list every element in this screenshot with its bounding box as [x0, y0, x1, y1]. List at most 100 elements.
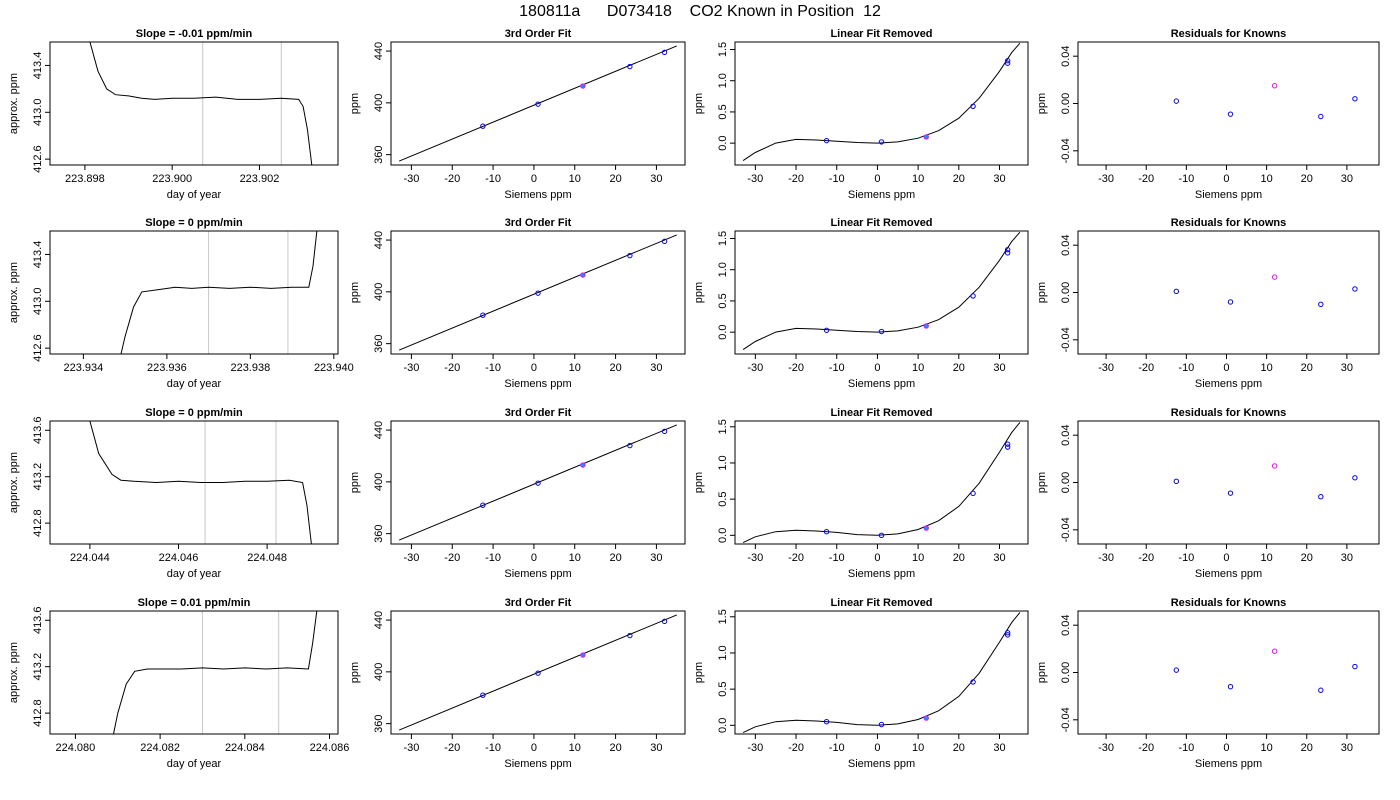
plot-frame	[1077, 41, 1380, 166]
data-point	[923, 715, 929, 721]
y-axis-label: ppm	[1036, 472, 1048, 493]
y-axis-label: ppm	[349, 662, 361, 683]
x-tick-label: -20	[1138, 552, 1154, 564]
x-tick-label: 20	[609, 742, 621, 754]
data-point	[1318, 113, 1324, 120]
y-tick-label: 413.4	[32, 241, 44, 269]
panel-title: Slope = -0.01 ppm/min	[136, 28, 253, 40]
x-tick-label: 0	[531, 552, 537, 564]
x-tick-label: 224.086	[310, 742, 350, 754]
x-tick-label: 10	[569, 742, 581, 754]
panel-title: Slope = 0 ppm/min	[145, 217, 243, 229]
y-tick-label: 1.5	[717, 609, 729, 624]
fit-curve	[742, 231, 1021, 351]
fit-curve	[399, 45, 677, 162]
x-tick-label: -10	[1178, 173, 1194, 185]
plot-frame	[390, 230, 686, 355]
panel-r1c2: 3rd Order Fit -30 -20 -10 0 10 20 30 360 400 440 Si…	[349, 28, 686, 201]
x-tick-label: 10	[569, 173, 581, 185]
data-point	[661, 618, 668, 625]
y-tick-label: 412.8	[32, 699, 44, 727]
x-tick-label: 224.046	[159, 552, 199, 564]
x-tick-label: -30	[403, 173, 419, 185]
data-point	[823, 719, 830, 725]
x-tick-label: -10	[829, 362, 845, 374]
x-tick-label: 30	[1341, 173, 1353, 185]
fit-curve	[399, 614, 677, 731]
y-axis-label: approx. ppm	[8, 642, 20, 703]
fit-curve	[399, 234, 677, 351]
x-tick-label: 20	[953, 742, 965, 754]
data-point	[1271, 463, 1278, 469]
panel-title: Residuals for Knowns	[1171, 407, 1287, 419]
x-tick-label: 224.048	[247, 552, 287, 564]
y-tick-label: 400	[373, 94, 385, 112]
x-tick-label: -20	[444, 742, 460, 754]
x-axis-label: day of year	[167, 189, 222, 201]
y-axis-label: ppm	[1036, 282, 1048, 303]
data-point	[480, 502, 486, 508]
y-tick-label: 0.5	[717, 491, 729, 506]
data-point	[1318, 301, 1324, 308]
x-tick-label: -30	[747, 173, 763, 185]
data-point	[970, 103, 976, 110]
x-tick-label: -30	[403, 742, 419, 754]
plot-frame	[734, 610, 1029, 735]
data-point	[661, 238, 668, 245]
x-tick-label: 20	[1301, 173, 1313, 185]
x-tick-label: -30	[747, 552, 763, 564]
panel-title: Residuals for Knowns	[1171, 217, 1287, 229]
data-point	[1004, 444, 1011, 450]
data-point	[1004, 630, 1011, 636]
x-tick-label: 223.938	[230, 362, 270, 374]
data-point	[580, 652, 586, 658]
data-point	[878, 532, 885, 539]
panel-title: Linear Fit Removed	[830, 597, 932, 609]
y-tick-label: 0.04	[1060, 45, 1072, 66]
data-point	[627, 442, 633, 449]
data-point	[970, 293, 976, 299]
y-tick-label: 413.0	[32, 99, 44, 127]
y-tick-label: 360	[373, 714, 385, 732]
plot-frame	[734, 420, 1029, 545]
x-tick-label: -20	[1138, 173, 1154, 185]
trace-line	[89, 421, 312, 544]
x-axis-label: Siemens ppm	[1195, 758, 1262, 770]
data-point	[1352, 663, 1358, 670]
y-tick-label: 413.6	[32, 417, 44, 445]
x-tick-label: 223.934	[64, 362, 104, 374]
y-tick-label: 1.5	[717, 231, 729, 246]
y-tick-label: 0.04	[1060, 614, 1072, 635]
data-point	[1004, 632, 1011, 638]
panel-r1c4: Residuals for Knowns -30 -20 -10 0 10 20 30 -0.0…	[1036, 28, 1380, 201]
x-tick-label: 224.080	[56, 742, 96, 754]
x-tick-label: 10	[569, 552, 581, 564]
panel-title: 3rd Order Fit	[505, 217, 572, 229]
y-tick-label: 400	[373, 283, 385, 301]
data-point	[923, 134, 929, 140]
plot-frame	[1077, 230, 1380, 355]
x-tick-label: -30	[1098, 742, 1114, 754]
x-tick-label: 0	[1223, 552, 1229, 564]
trace-line	[120, 231, 318, 354]
data-point	[480, 312, 486, 318]
x-tick-label: -30	[747, 742, 763, 754]
panel-r3c2: 3rd Order Fit -30 -20 -10 0 10 20 30 360 400 440 Si…	[349, 407, 686, 580]
data-point	[627, 63, 633, 70]
plot-frame	[49, 610, 339, 735]
data-point	[535, 101, 541, 107]
y-tick-label: 0.5	[717, 104, 729, 119]
y-tick-label: 1.0	[717, 73, 729, 88]
data-point	[923, 525, 929, 531]
y-axis-label: ppm	[693, 93, 705, 114]
y-tick-label: 0.00	[1060, 472, 1072, 493]
data-point	[580, 462, 586, 468]
x-tick-label: 20	[609, 552, 621, 564]
y-axis-label: approx. ppm	[8, 73, 20, 134]
panel-r3c3: Linear Fit Removed -30 -20 -10 0 10 20 30 0.0 0.5…	[693, 407, 1029, 580]
y-tick-label: 440	[373, 231, 385, 249]
x-tick-label: 0	[1223, 742, 1229, 754]
panel-title: Linear Fit Removed	[830, 217, 932, 229]
data-point	[1352, 96, 1358, 102]
